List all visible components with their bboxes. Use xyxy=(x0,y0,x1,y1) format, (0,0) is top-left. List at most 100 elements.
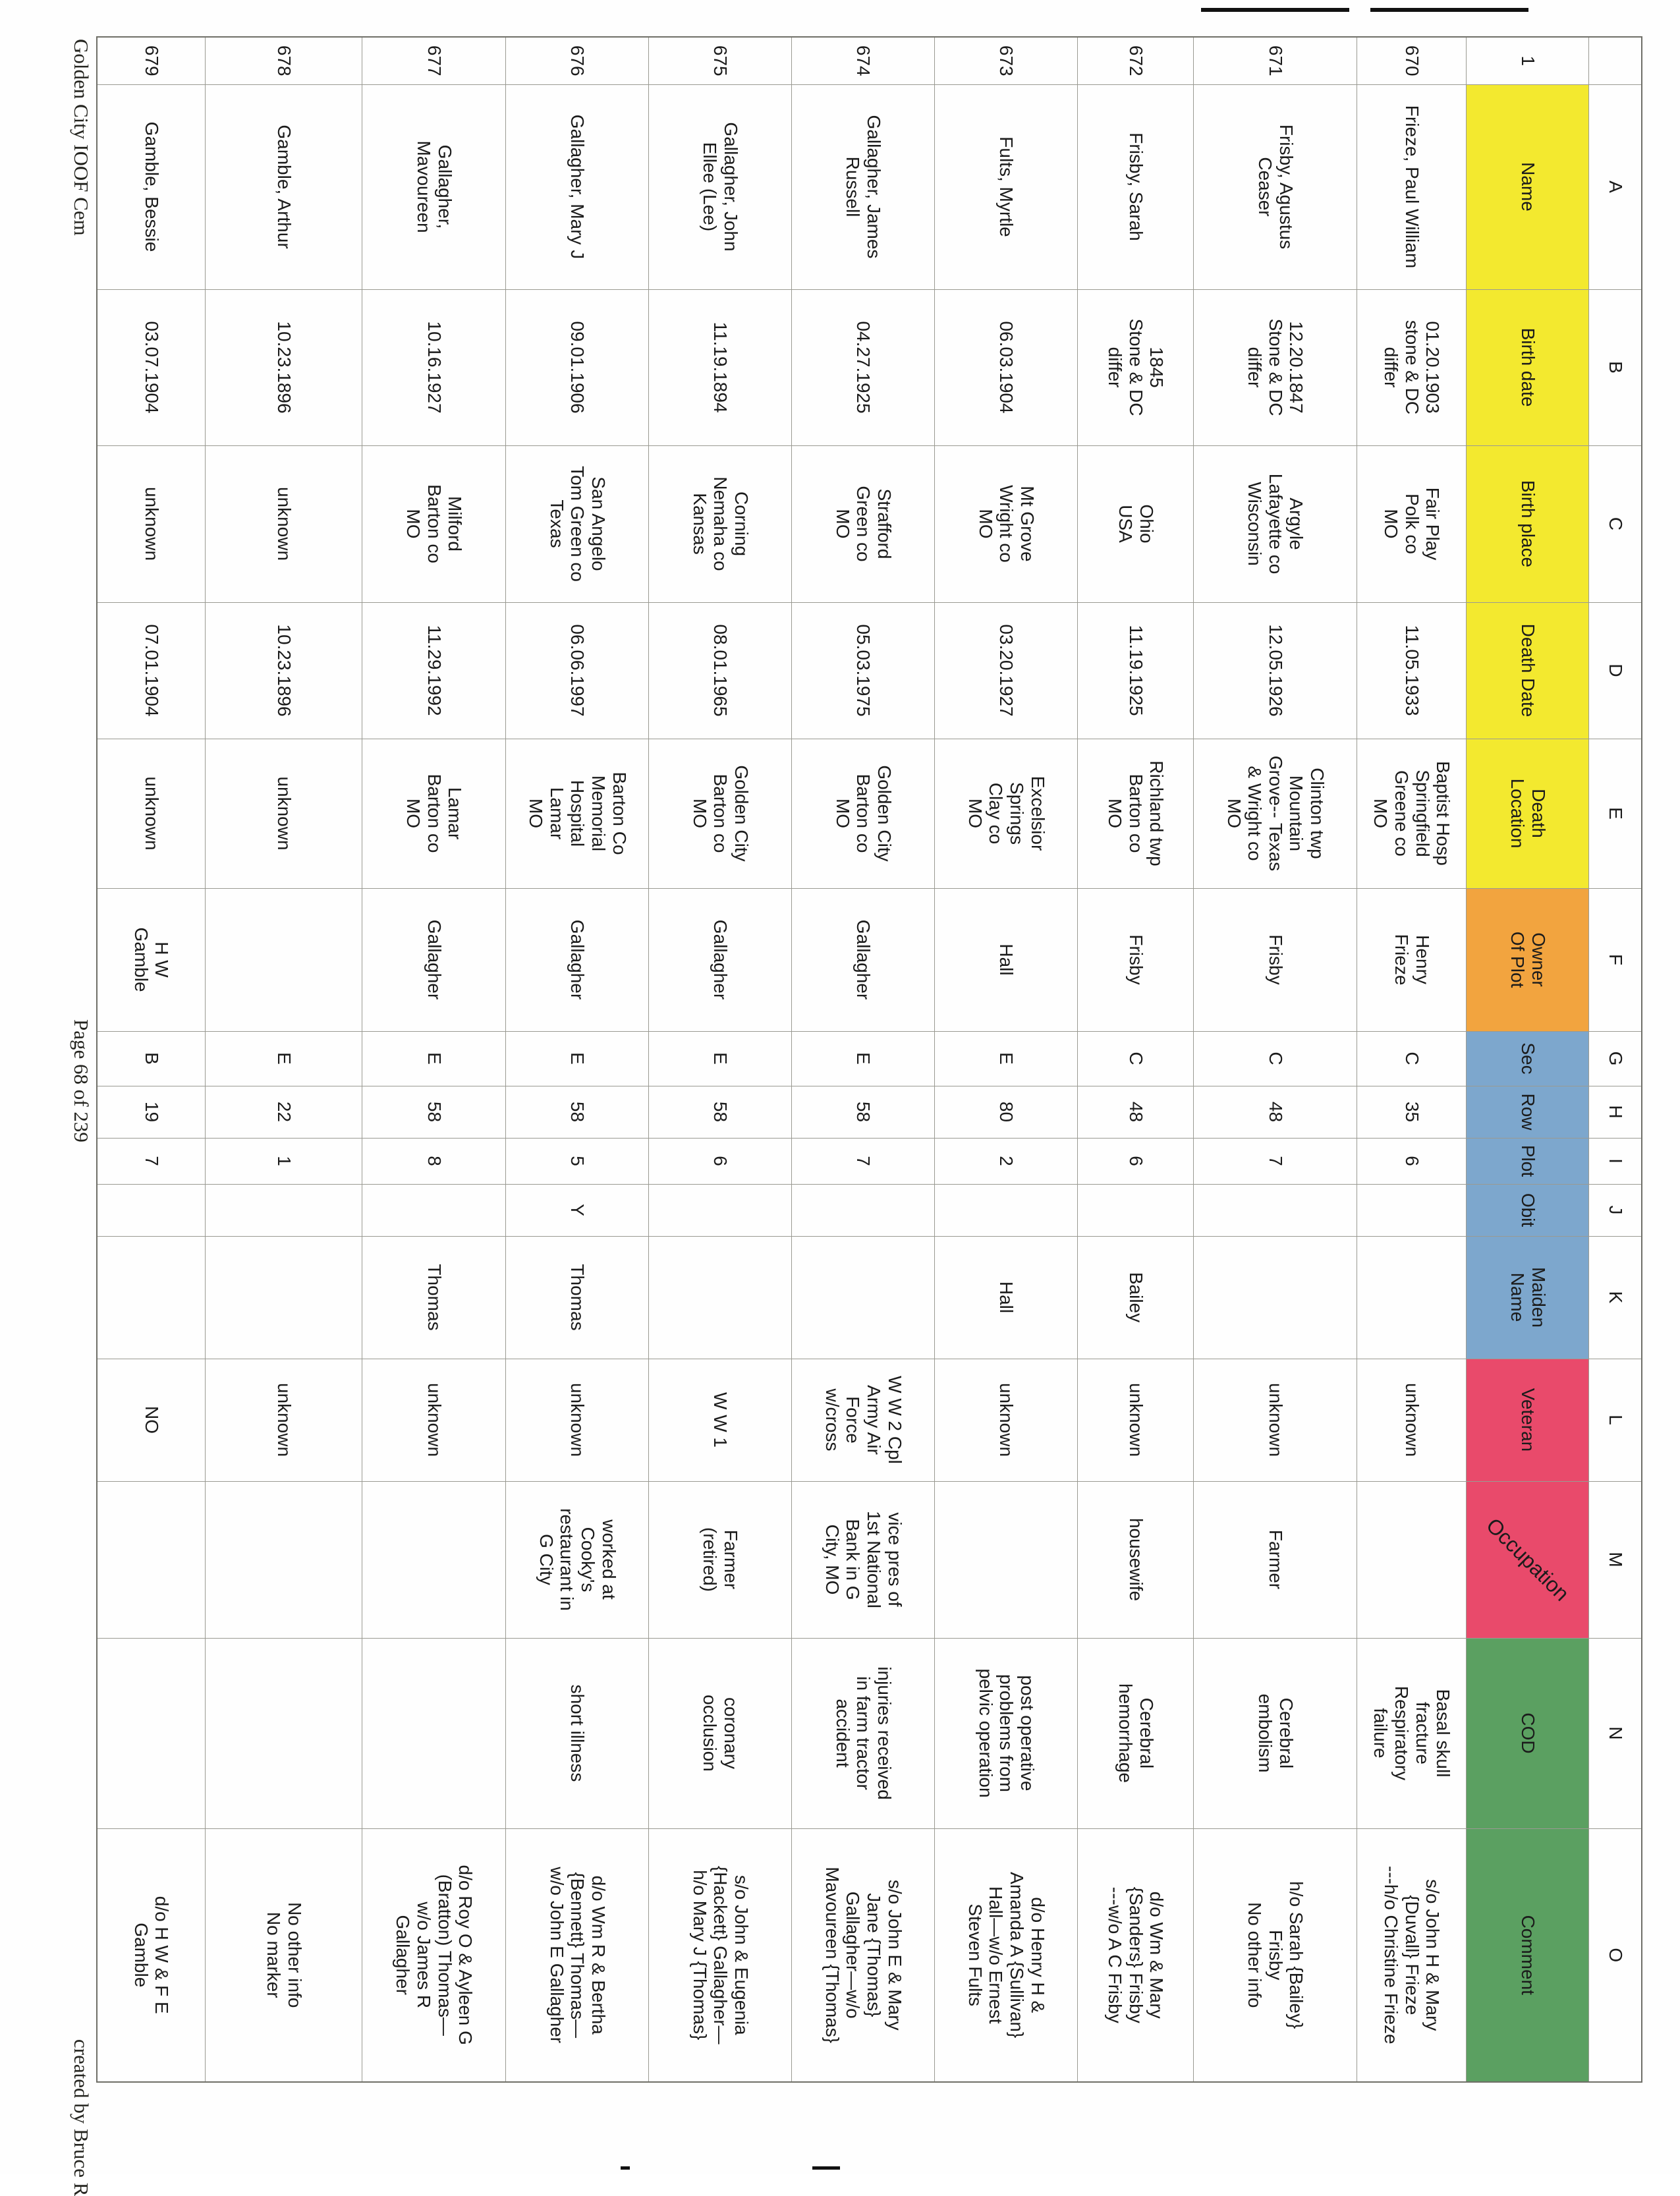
cell-676-M: worked at Cooky's restaurant in G City xyxy=(506,1481,649,1638)
cell-677-I: 8 xyxy=(362,1138,506,1184)
cell-676-I: 5 xyxy=(506,1138,649,1184)
cell-674-C: Strafford Green co MO xyxy=(792,445,935,602)
cell-672-I: 6 xyxy=(1078,1138,1194,1184)
cell-673-B: 06.03.1904 xyxy=(935,289,1078,445)
cell-672-D: 11.19.1925 xyxy=(1078,602,1194,739)
cell-673-H: 80 xyxy=(935,1086,1078,1138)
cell-675-C: Corning Nemaha co Kansas xyxy=(649,445,792,602)
row-number-674: 674 xyxy=(792,37,935,84)
column-header-D: Death Date xyxy=(1467,602,1589,739)
cell-675-J xyxy=(649,1184,792,1236)
cell-674-I: 7 xyxy=(792,1138,935,1184)
cell-674-F: Gallagher xyxy=(792,888,935,1031)
cell-674-H: 58 xyxy=(792,1086,935,1138)
cell-670-L: unknown xyxy=(1357,1359,1467,1481)
cell-678-H: 22 xyxy=(206,1086,362,1138)
cell-678-K xyxy=(206,1236,362,1359)
cell-675-H: 58 xyxy=(649,1086,792,1138)
cell-677-F: Gallagher xyxy=(362,888,506,1031)
column-letter-N: N xyxy=(1589,1638,1642,1828)
column-header-N: COD xyxy=(1467,1638,1589,1828)
column-letter-L: L xyxy=(1589,1359,1642,1481)
cell-671-A: Frisby, Agustus Ceaser xyxy=(1194,84,1357,289)
cell-679-A: Gamble, Bessie xyxy=(97,84,206,289)
cell-675-F: Gallagher xyxy=(649,888,792,1031)
cell-673-L: unknown xyxy=(935,1359,1078,1481)
column-header-C: Birth place xyxy=(1467,445,1589,602)
cell-675-D: 08.01.1965 xyxy=(649,602,792,739)
row-number-675: 675 xyxy=(649,37,792,84)
cell-670-F: Henry Frieze xyxy=(1357,888,1467,1031)
column-letter-B: B xyxy=(1589,289,1642,445)
column-letter-H: H xyxy=(1589,1086,1642,1138)
cell-675-I: 6 xyxy=(649,1138,792,1184)
cell-678-D: 10.23.1896 xyxy=(206,602,362,739)
cell-675-L: W W 1 xyxy=(649,1359,792,1481)
cell-671-E: Clinton twp Mountain Grove-- Texas & Wri… xyxy=(1194,739,1357,888)
cell-671-J xyxy=(1194,1184,1357,1236)
cell-675-G: E xyxy=(649,1031,792,1086)
cell-678-E: unknown xyxy=(206,739,362,888)
cell-670-A: Frieze, Paul William xyxy=(1357,84,1467,289)
cell-678-F xyxy=(206,888,362,1031)
cell-671-F: Frisby xyxy=(1194,888,1357,1031)
cell-670-O: s/o John H & Mary {Duvall} Frieze ---h/o… xyxy=(1357,1828,1467,2082)
column-header-J: Obit xyxy=(1467,1184,1589,1236)
cell-674-G: E xyxy=(792,1031,935,1086)
cell-671-I: 7 xyxy=(1194,1138,1357,1184)
cell-672-G: C xyxy=(1078,1031,1194,1086)
column-letter-G: G xyxy=(1589,1031,1642,1086)
cell-676-B: 09.01.1906 xyxy=(506,289,649,445)
cell-678-O: No other info No marker xyxy=(206,1828,362,2082)
cell-672-N: Cerebral hemorrhage xyxy=(1078,1638,1194,1828)
cell-677-H: 58 xyxy=(362,1086,506,1138)
cell-670-M xyxy=(1357,1481,1467,1638)
cell-671-O: h/o Sarah {Bailey} Frisby No other info xyxy=(1194,1828,1357,2082)
cell-671-L: unknown xyxy=(1194,1359,1357,1481)
cell-671-M: Farmer xyxy=(1194,1481,1357,1638)
cell-675-M: Farmer (retired) xyxy=(649,1481,792,1638)
cell-670-I: 6 xyxy=(1357,1138,1467,1184)
cell-674-L: W W 2 Cpl Army Air Force w/cross xyxy=(792,1359,935,1481)
column-letter-C: C xyxy=(1589,445,1642,602)
column-header-K: Maiden Name xyxy=(1467,1236,1589,1359)
cell-676-G: E xyxy=(506,1031,649,1086)
cell-679-C: unknown xyxy=(97,445,206,602)
cell-677-N xyxy=(362,1638,506,1828)
cell-670-K xyxy=(1357,1236,1467,1359)
scan-artifact xyxy=(621,2166,630,2170)
row-number-678: 678 xyxy=(206,37,362,84)
cell-675-O: s/o John & Eugenia {Hackett} Gallagher— … xyxy=(649,1828,792,2082)
cell-679-F: H W Gamble xyxy=(97,888,206,1031)
cell-672-M: housewife xyxy=(1078,1481,1194,1638)
row-number-673: 673 xyxy=(935,37,1078,84)
cell-674-A: Gallagher, James Russell xyxy=(792,84,935,289)
cell-670-G: C xyxy=(1357,1031,1467,1086)
cell-674-B: 04.27.1925 xyxy=(792,289,935,445)
cell-675-A: Gallagher, John Ellee (Lee) xyxy=(649,84,792,289)
cell-677-L: unknown xyxy=(362,1359,506,1481)
cell-679-J xyxy=(97,1184,206,1236)
cell-679-M xyxy=(97,1481,206,1638)
footer-credit: created by Bruce R xyxy=(70,2039,93,2196)
cell-671-H: 48 xyxy=(1194,1086,1357,1138)
cell-670-D: 11.05.1933 xyxy=(1357,602,1467,739)
column-letter-I: I xyxy=(1589,1138,1642,1184)
cell-673-O: d/o Henry H & Amanda A {Sullivan} Hall—w… xyxy=(935,1828,1078,2082)
column-letter-A: A xyxy=(1589,84,1642,289)
cell-679-I: 7 xyxy=(97,1138,206,1184)
cell-679-G: B xyxy=(97,1031,206,1086)
cell-676-N: short illness xyxy=(506,1638,649,1828)
cell-678-I: 1 xyxy=(206,1138,362,1184)
cell-676-A: Gallagher, Mary J xyxy=(506,84,649,289)
cell-670-N: Basal skull fracture Respiratory failure xyxy=(1357,1638,1467,1828)
cell-679-B: 03.07.1904 xyxy=(97,289,206,445)
cell-673-G: E xyxy=(935,1031,1078,1086)
cell-672-C: Ohio USA xyxy=(1078,445,1194,602)
column-letter-F: F xyxy=(1589,888,1642,1031)
cell-679-N xyxy=(97,1638,206,1828)
cell-673-D: 03.20.1927 xyxy=(935,602,1078,739)
cell-677-D: 11.29.1992 xyxy=(362,602,506,739)
column-letter-E: E xyxy=(1589,739,1642,888)
cell-679-O: d/o H W & F E Gamble xyxy=(97,1828,206,2082)
